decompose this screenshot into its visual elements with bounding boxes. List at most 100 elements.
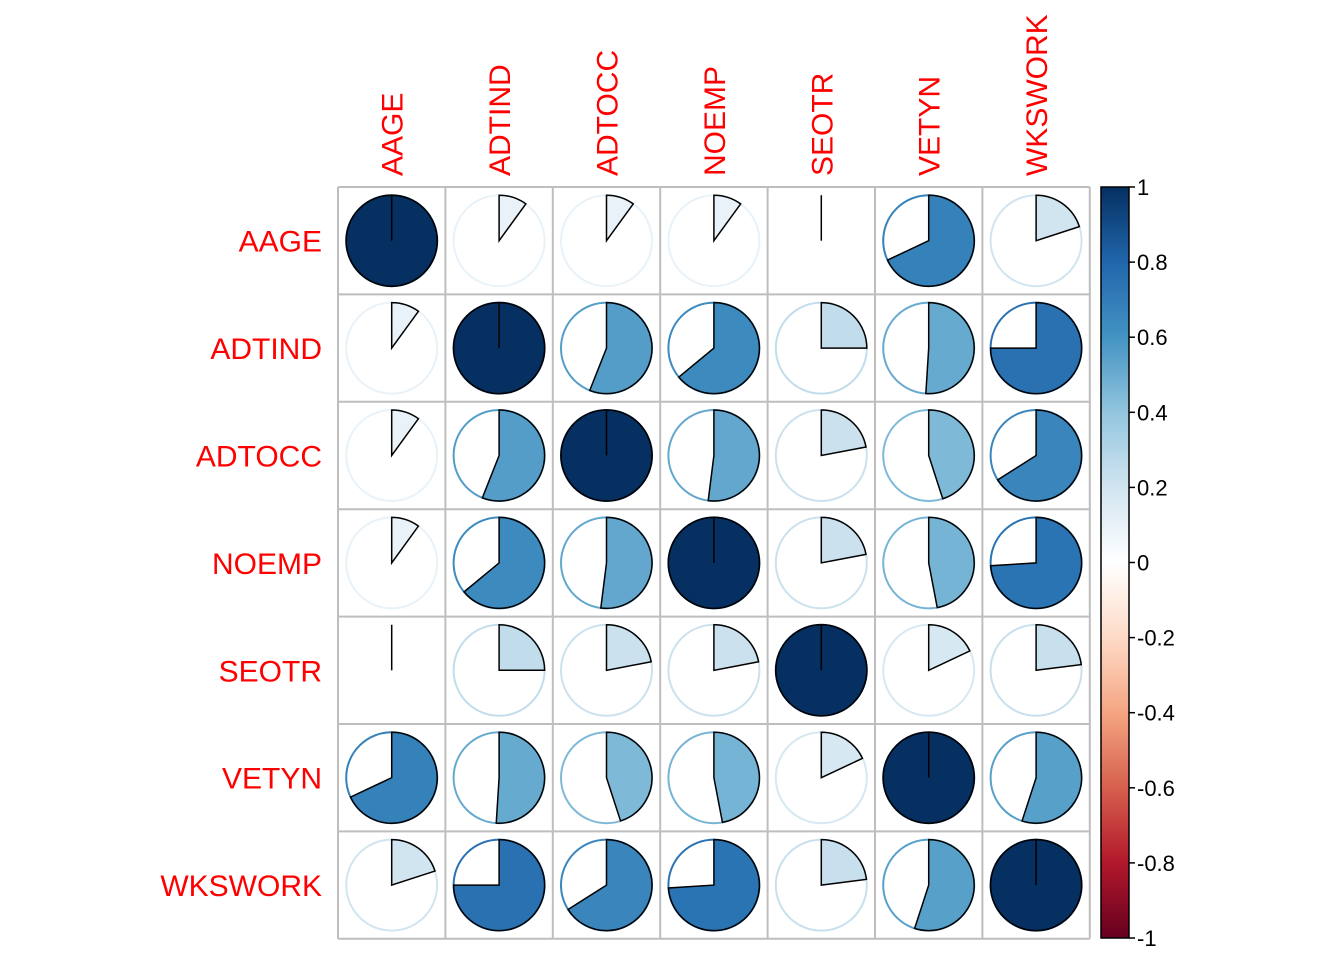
pie-NOEMP-AAGE bbox=[345, 516, 439, 610]
pie-WKSWORK-WKSWORK bbox=[989, 838, 1083, 932]
pie-WKSWORK-NOEMP bbox=[667, 838, 761, 932]
pie-VETYN-WKSWORK bbox=[989, 731, 1083, 825]
pie-slice bbox=[498, 194, 527, 244]
pie-NOEMP-WKSWORK bbox=[989, 516, 1083, 610]
column-labels: AAGE ADTIND ADTOCC NOEMP SEOTR VETYN WKSWORK bbox=[377, 14, 1054, 176]
pie-SEOTR-ADTOCC bbox=[560, 623, 653, 717]
row-label-adtind: ADTIND bbox=[210, 333, 322, 366]
pies bbox=[345, 194, 1083, 932]
row-label-noemp: NOEMP bbox=[212, 548, 322, 581]
pie-slice bbox=[677, 301, 761, 395]
pie-SEOTR-SEOTR bbox=[774, 623, 868, 717]
pie-AAGE-WKSWORK bbox=[989, 194, 1083, 288]
pie-WKSWORK-AAGE bbox=[345, 838, 439, 932]
colorbar-tick-label: -1 bbox=[1137, 926, 1157, 951]
pie-WKSWORK-ADTOCC bbox=[560, 838, 653, 932]
pie-VETYN-AAGE bbox=[345, 731, 439, 825]
pie-ADTIND-NOEMP bbox=[667, 301, 761, 395]
pie-slice bbox=[989, 516, 1083, 610]
colorbar-tick-label: -0.8 bbox=[1137, 851, 1175, 876]
pie-WKSWORK-VETYN bbox=[882, 838, 976, 932]
pie-VETYN-VETYN bbox=[882, 731, 976, 825]
row-label-wkswork: WKSWORK bbox=[160, 870, 322, 903]
pie-WKSWORK-SEOTR bbox=[774, 838, 868, 932]
pie-ADTIND-WKSWORK bbox=[989, 301, 1083, 395]
pie-SEOTR-ADTIND bbox=[452, 623, 546, 717]
pie-slice bbox=[713, 731, 761, 824]
pie-slice bbox=[927, 624, 971, 672]
col-label-seotr: SEOTR bbox=[806, 73, 839, 176]
pie-AAGE-ADTIND bbox=[452, 194, 546, 288]
col-label-adtind: ADTIND bbox=[484, 64, 517, 176]
pie-ADTOCC-ADTOCC bbox=[560, 409, 653, 502]
pie-NOEMP-SEOTR bbox=[774, 516, 868, 610]
pie-slice bbox=[567, 838, 653, 932]
pie-slice bbox=[349, 731, 438, 824]
pie-slice bbox=[667, 838, 761, 932]
pie-ADTOCC-VETYN bbox=[882, 409, 976, 502]
colorbar-tick-label: 0 bbox=[1137, 551, 1149, 576]
pie-ADTOCC-SEOTR bbox=[774, 409, 868, 502]
pie-slice bbox=[925, 301, 975, 395]
pie-VETYN-NOEMP bbox=[667, 731, 761, 825]
col-label-noemp: NOEMP bbox=[699, 66, 732, 176]
pie-NOEMP-NOEMP bbox=[667, 516, 761, 610]
pie-slice bbox=[481, 409, 546, 502]
pie-AAGE-AAGE bbox=[345, 194, 439, 288]
col-label-aage: AAGE bbox=[377, 93, 410, 176]
pie-slice bbox=[996, 409, 1083, 502]
color-legend: 1 0.8 0.6 0.4 0.2 0 -0.2 -0.4 -0.6 -0.8 -1 bbox=[1100, 175, 1175, 951]
pie-AAGE-ADTOCC bbox=[560, 194, 653, 288]
pie-ADTIND-AAGE bbox=[345, 301, 439, 395]
pie-slice bbox=[820, 731, 864, 779]
pie-VETYN-ADTIND bbox=[452, 731, 546, 825]
pie-NOEMP-ADTOCC bbox=[560, 516, 653, 610]
pie-slice bbox=[820, 516, 867, 564]
row-label-aage: AAGE bbox=[239, 226, 322, 259]
pie-ADTOCC-ADTIND bbox=[452, 409, 546, 502]
pie-SEOTR-VETYN bbox=[882, 623, 976, 717]
pie-slice bbox=[605, 624, 653, 672]
pie-slice bbox=[820, 409, 867, 457]
pie-NOEMP-ADTIND bbox=[452, 516, 546, 610]
row-labels: AAGE ADTIND ADTOCC NOEMP SEOTR VETYN WKSWORK bbox=[160, 226, 322, 903]
pie-ADTIND-ADTIND bbox=[452, 301, 546, 395]
pie-VETYN-ADTOCC bbox=[560, 731, 653, 825]
colorbar-tick-label: -0.6 bbox=[1137, 776, 1175, 801]
pie-slice bbox=[452, 838, 546, 932]
pie-ADTOCC-NOEMP bbox=[667, 409, 761, 502]
pie-ADTOCC-WKSWORK bbox=[989, 409, 1083, 502]
pie-slice bbox=[927, 516, 975, 609]
col-label-vetyn: VETYN bbox=[914, 76, 947, 176]
pie-slice bbox=[605, 194, 635, 244]
colorbar-tick-label: 1 bbox=[1137, 175, 1149, 200]
pie-slice bbox=[927, 409, 975, 500]
pie-slice bbox=[462, 516, 546, 610]
col-label-wkswork: WKSWORK bbox=[1021, 14, 1054, 176]
row-label-seotr: SEOTR bbox=[219, 655, 322, 688]
row-label-vetyn: VETYN bbox=[222, 763, 322, 796]
col-label-adtocc: ADTOCC bbox=[592, 50, 625, 176]
pie-slice bbox=[390, 516, 420, 566]
pie-slice bbox=[599, 516, 653, 610]
pie-ADTOCC-AAGE bbox=[345, 409, 439, 502]
pie-slice bbox=[820, 301, 868, 349]
colorbar-tick-label: 0.4 bbox=[1137, 400, 1168, 425]
pie-slice bbox=[820, 838, 868, 886]
pie-NOEMP-VETYN bbox=[882, 516, 976, 610]
pie-WKSWORK-ADTIND bbox=[452, 838, 546, 932]
pie-slice bbox=[605, 731, 653, 822]
pie-slice bbox=[390, 838, 436, 887]
colorbar-tick-label: -0.4 bbox=[1137, 701, 1175, 726]
pie-ADTIND-VETYN bbox=[882, 301, 976, 395]
pie-slice bbox=[390, 301, 420, 351]
pie-slice bbox=[707, 409, 761, 502]
pie-slice bbox=[913, 838, 975, 932]
pie-SEOTR-WKSWORK bbox=[989, 623, 1083, 717]
colorbar-tick-label: 0.2 bbox=[1137, 475, 1168, 500]
pie-slice bbox=[713, 624, 760, 672]
pie-slice bbox=[713, 194, 742, 244]
pie-slice bbox=[1035, 194, 1081, 242]
pie-AAGE-NOEMP bbox=[667, 194, 761, 288]
